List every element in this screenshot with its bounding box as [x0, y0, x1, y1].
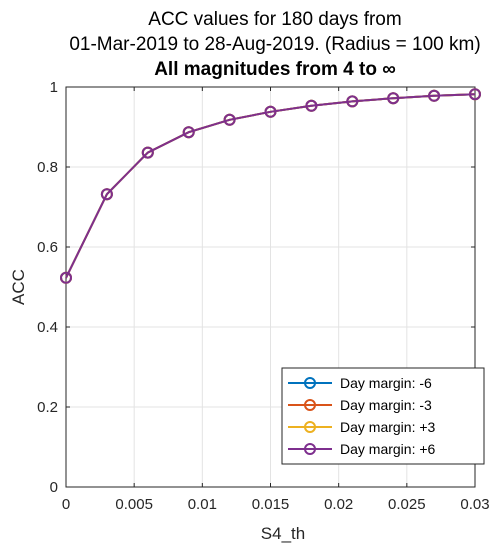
title-line-1: ACC values for 180 days from [148, 9, 401, 30]
legend-entry: Day margin: +3 [288, 419, 436, 435]
series-4 [60, 88, 481, 284]
x-tick-label: 0.015 [252, 496, 290, 513]
y-tick-label: 0.2 [37, 399, 58, 416]
x-tick-label: 0.03 [460, 496, 489, 513]
legend-entries: Day margin: -6 Day margin: -3 Day margin: … [288, 375, 436, 457]
title-line-2: 01-Mar-2019 to 28-Aug-2019. (Radius = 10… [69, 34, 480, 55]
legend-marker [304, 377, 316, 389]
x-tick-label: 0 [62, 496, 70, 513]
data-point [428, 89, 441, 102]
legend-label: Day margin: -6 [340, 375, 432, 391]
axis-ticks: 0 0.005 0.01 0.015 0.02 0.025 0.03 0 0.2 0.4 0.6 0.… [37, 79, 489, 513]
x-tick-label: 0.02 [324, 496, 353, 513]
legend-entry: Day margin: -3 [288, 397, 432, 413]
data-point [387, 92, 400, 105]
data-point [346, 95, 359, 108]
data-point [60, 271, 72, 284]
data-point [141, 146, 154, 159]
y-tick-label: 0.4 [37, 319, 58, 336]
x-tick-label: 0.025 [388, 496, 426, 513]
legend-marker [304, 399, 316, 411]
data-point [182, 126, 195, 139]
data-point [223, 113, 236, 126]
data-point [469, 88, 481, 101]
legend-marker [304, 421, 316, 433]
series-line [65, 93, 476, 279]
y-tick-label: 0.8 [37, 159, 58, 176]
series-layer [60, 88, 481, 284]
y-tick-label: 0 [50, 479, 58, 496]
x-tick-label: 0.01 [188, 496, 217, 513]
y-tick-label: 1 [50, 79, 58, 96]
chart-subtitle: All magnitudes from 4 to ∞ [154, 59, 396, 80]
x-tick-label: 0.005 [115, 496, 153, 513]
data-point [264, 105, 277, 118]
legend: Day margin: -6 Day margin: -3 Day margin: … [281, 367, 485, 465]
data-point [100, 188, 113, 201]
legend-label: Day margin: +3 [340, 419, 436, 435]
legend-entry: Day margin: -6 [288, 375, 432, 391]
x-axis-label: S4_th [261, 524, 305, 543]
legend-label: Day margin: -3 [340, 397, 432, 413]
y-tick-label: 0.6 [37, 239, 58, 256]
legend-entry: Day margin: +6 [288, 441, 436, 457]
legend-marker [304, 443, 316, 455]
chart-title: ACC values for 180 days from 01-Mar-2019… [69, 9, 480, 80]
data-point [305, 99, 318, 112]
y-axis-label: ACC [9, 269, 28, 305]
legend-label: Day margin: +6 [340, 441, 436, 457]
